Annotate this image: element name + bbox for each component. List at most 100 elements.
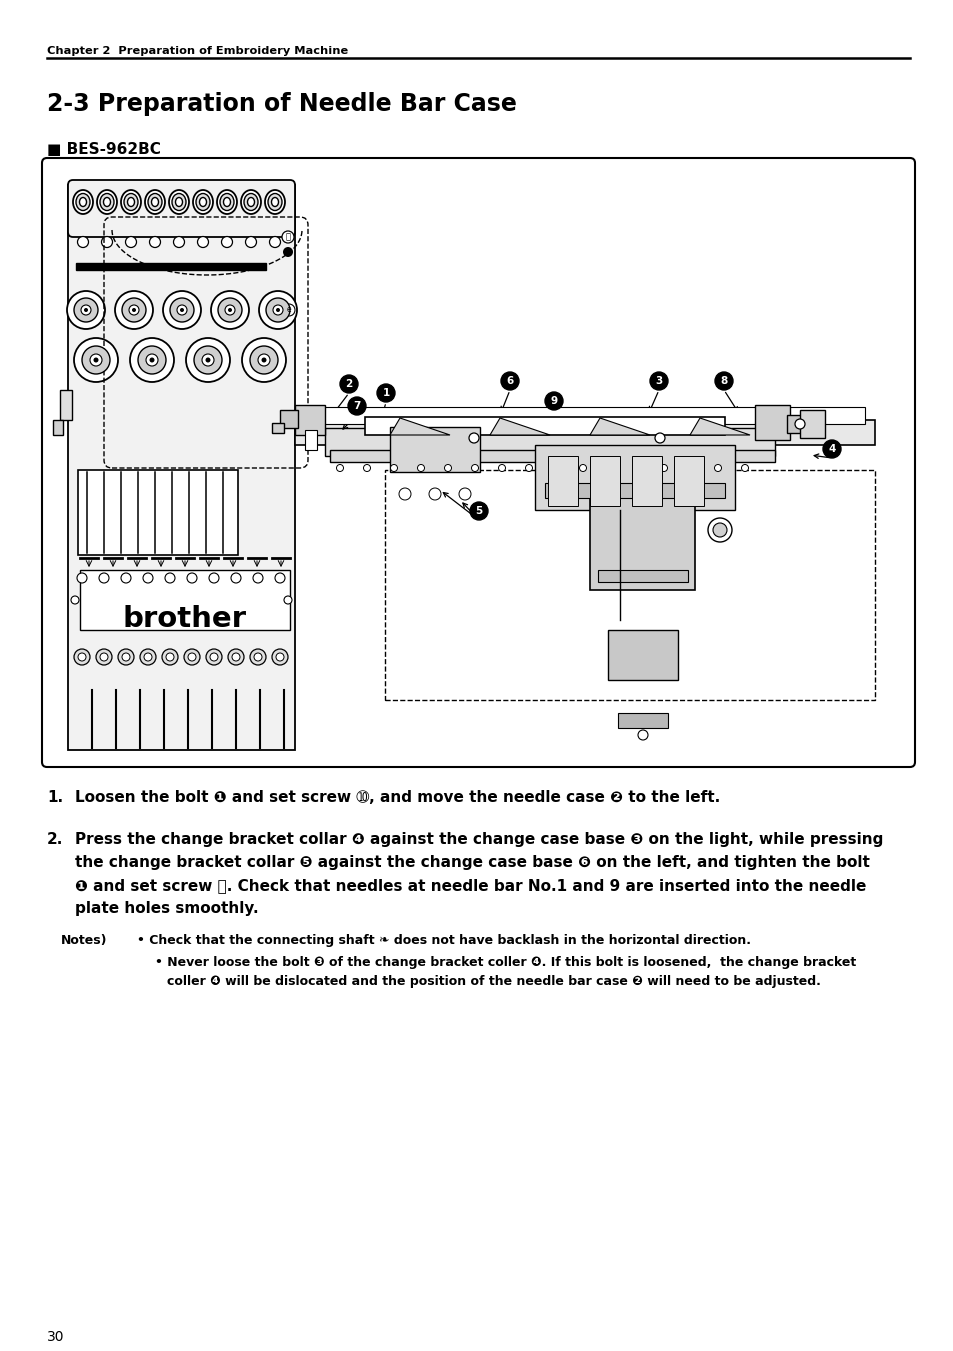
Circle shape: [162, 648, 178, 665]
Circle shape: [231, 573, 241, 584]
Circle shape: [544, 392, 562, 409]
Text: the change bracket collar ❺ against the change case base ❻ on the left, and tigh: the change bracket collar ❺ against the …: [75, 855, 869, 870]
Bar: [76, 263, 266, 270]
Text: 2.: 2.: [47, 832, 63, 847]
Circle shape: [205, 358, 211, 362]
Circle shape: [429, 488, 440, 500]
Bar: [294, 405, 325, 435]
Circle shape: [444, 465, 451, 471]
Ellipse shape: [145, 190, 165, 213]
Ellipse shape: [272, 197, 278, 207]
Circle shape: [150, 236, 160, 247]
Circle shape: [469, 434, 478, 443]
Bar: [607, 630, 678, 680]
Ellipse shape: [97, 190, 117, 213]
Bar: [544, 484, 724, 499]
Circle shape: [126, 236, 136, 247]
Circle shape: [187, 573, 196, 584]
Circle shape: [177, 305, 187, 315]
FancyBboxPatch shape: [68, 180, 294, 236]
Circle shape: [186, 338, 230, 382]
Bar: [800, 409, 824, 438]
Text: coller ❹ will be dislocated and the position of the needle bar case ❷ will need : coller ❹ will be dislocated and the posi…: [167, 975, 820, 988]
Circle shape: [242, 338, 286, 382]
Text: 3: 3: [655, 376, 662, 386]
Text: 1.: 1.: [47, 790, 63, 805]
Circle shape: [245, 236, 256, 247]
Ellipse shape: [76, 193, 90, 211]
Ellipse shape: [199, 197, 206, 207]
Circle shape: [471, 465, 478, 471]
Circle shape: [211, 290, 249, 330]
Bar: [786, 415, 804, 434]
Text: plate holes smoothly.: plate holes smoothly.: [75, 901, 258, 916]
Ellipse shape: [124, 193, 138, 211]
Circle shape: [74, 299, 98, 322]
Ellipse shape: [73, 190, 92, 213]
Circle shape: [525, 465, 532, 471]
Ellipse shape: [152, 197, 158, 207]
Circle shape: [228, 648, 244, 665]
Circle shape: [99, 573, 109, 584]
Bar: [78, 470, 237, 555]
Circle shape: [77, 573, 87, 584]
Circle shape: [202, 354, 213, 366]
Circle shape: [633, 465, 639, 471]
Circle shape: [714, 372, 732, 390]
Circle shape: [655, 434, 664, 443]
Ellipse shape: [169, 190, 189, 213]
Ellipse shape: [128, 197, 134, 207]
Ellipse shape: [100, 193, 113, 211]
Circle shape: [170, 299, 193, 322]
Bar: [535, 444, 734, 509]
Text: Loosen the bolt ❶ and set screw ➉, and move the needle case ❷ to the left.: Loosen the bolt ❶ and set screw ➉, and m…: [75, 790, 720, 805]
Circle shape: [284, 596, 292, 604]
Circle shape: [606, 465, 613, 471]
Polygon shape: [390, 417, 450, 435]
Circle shape: [165, 573, 174, 584]
Circle shape: [275, 653, 284, 661]
Circle shape: [78, 653, 86, 661]
Circle shape: [282, 231, 294, 243]
Circle shape: [225, 305, 234, 315]
Circle shape: [363, 465, 370, 471]
Ellipse shape: [247, 197, 254, 207]
Circle shape: [221, 236, 233, 247]
Ellipse shape: [195, 193, 210, 211]
Ellipse shape: [268, 193, 282, 211]
Text: Notes): Notes): [61, 934, 108, 947]
Circle shape: [180, 308, 184, 312]
Text: • Check that the connecting shaft ❧ does not have backlash in the horizontal dir: • Check that the connecting shaft ❧ does…: [137, 934, 750, 947]
Polygon shape: [490, 417, 550, 435]
Ellipse shape: [193, 190, 213, 213]
Circle shape: [74, 338, 118, 382]
Ellipse shape: [121, 190, 141, 213]
Circle shape: [250, 648, 266, 665]
Circle shape: [166, 653, 173, 661]
Circle shape: [130, 338, 173, 382]
Circle shape: [376, 384, 395, 403]
Text: • Never loose the bolt ❸ of the change bracket coller ❹. If this bolt is loosene: • Never loose the bolt ❸ of the change b…: [154, 957, 856, 969]
Circle shape: [184, 648, 200, 665]
Circle shape: [659, 465, 667, 471]
Ellipse shape: [175, 197, 182, 207]
Circle shape: [822, 440, 841, 458]
Circle shape: [146, 354, 158, 366]
Text: 1: 1: [382, 388, 389, 399]
Circle shape: [552, 465, 558, 471]
Circle shape: [93, 358, 98, 362]
Text: 8: 8: [720, 376, 727, 386]
Bar: [598, 570, 687, 582]
Circle shape: [794, 419, 804, 430]
Circle shape: [115, 290, 152, 330]
Circle shape: [84, 308, 88, 312]
Circle shape: [150, 358, 154, 362]
Ellipse shape: [241, 190, 261, 213]
Ellipse shape: [223, 197, 231, 207]
Text: e: e: [287, 305, 291, 315]
Circle shape: [500, 372, 518, 390]
Circle shape: [274, 573, 285, 584]
Circle shape: [250, 346, 277, 374]
Text: Press the change bracket collar ❹ against the change case base ❸ on the light, w: Press the change bracket collar ❹ agains…: [75, 832, 882, 847]
Circle shape: [336, 465, 343, 471]
